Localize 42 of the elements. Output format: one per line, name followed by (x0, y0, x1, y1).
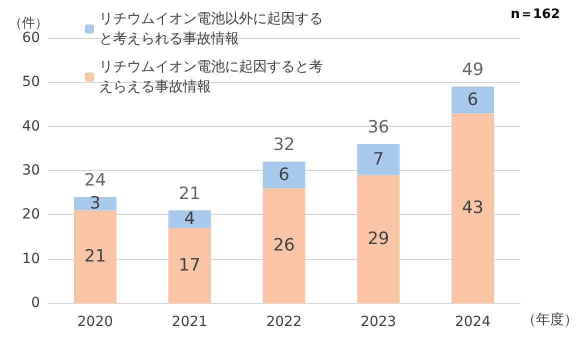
data-label: 4 (184, 209, 196, 230)
data-label: 3 (90, 194, 101, 214)
total-label: 32 (273, 135, 295, 156)
y-tick-label: 0 (31, 295, 40, 311)
data-label: 17 (178, 255, 200, 276)
bar (452, 113, 494, 303)
bar (452, 86, 494, 114)
data-label: 43 (462, 198, 484, 218)
legend-label: リチウムイオン電池以外に起因すると考えられる事故情報 (99, 11, 323, 47)
total-label: 49 (462, 60, 484, 80)
y-tick-label: 60 (22, 30, 40, 46)
bar (168, 210, 211, 228)
data-label: 29 (368, 228, 390, 249)
total-label: 24 (84, 170, 106, 190)
y-tick-label: 40 (22, 118, 40, 134)
y-axis-title: （件） (9, 16, 48, 31)
x-tick-label: 2020 (77, 314, 114, 330)
data-label: 6 (278, 164, 290, 185)
text: n＝162 (510, 7, 560, 22)
data-label: 7 (372, 149, 384, 170)
bar (262, 162, 306, 188)
x-tick-label: 2021 (172, 314, 208, 330)
data-label: 6 (467, 90, 478, 110)
y-tick-label: 20 (22, 206, 40, 223)
total-label: 36 (368, 118, 390, 138)
bar (262, 188, 306, 303)
x-axis-title: （年度） (522, 312, 578, 328)
y-tick-label: 30 (22, 162, 40, 178)
bar (74, 197, 116, 210)
x-tick-label: 2024 (454, 314, 491, 330)
y-tick-label: 50 (22, 74, 40, 90)
data-label: 21 (84, 246, 106, 267)
bar (168, 228, 211, 303)
bar (357, 144, 400, 175)
x-tick-label: 2023 (360, 314, 396, 330)
y-tick-label: 10 (22, 250, 40, 267)
data-label: 26 (273, 236, 295, 256)
x-tick-label: 2022 (266, 314, 302, 330)
total-label: 21 (178, 184, 200, 204)
bar (357, 174, 400, 303)
bar (74, 210, 116, 303)
legend-label: リチウムイオン電池に起因すると考えらえる事故情報 (99, 59, 323, 95)
